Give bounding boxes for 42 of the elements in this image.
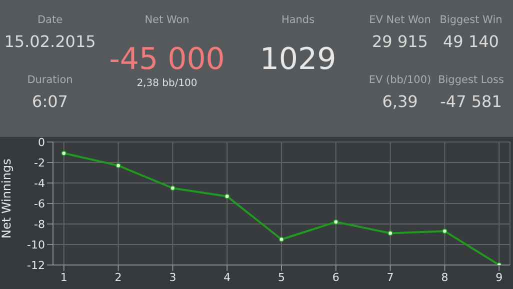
- category-label: 6:07: [31, 92, 69, 111]
- point: [61, 150, 67, 156]
- text: EV (bb/100): [368, 74, 432, 86]
- text: Net Won: [144, 14, 190, 26]
- x-tick-label: 7: [386, 270, 394, 284]
- y-tick-label: -10: [27, 238, 45, 252]
- text: Biggest Win: [440, 14, 502, 26]
- text: Duration: [26, 74, 74, 86]
- y-tick-label: 0: [38, 136, 45, 149]
- y-tick-label: -8: [34, 218, 45, 231]
- x-tick-label: 6: [332, 270, 340, 284]
- text: Hands: [280, 14, 316, 26]
- text: 2,38 bb/100: [136, 78, 198, 89]
- text: EV Net Won: [369, 14, 431, 26]
- point: [170, 185, 176, 191]
- point: [333, 219, 339, 225]
- category-label: -45 000: [108, 42, 226, 77]
- point: [278, 236, 284, 242]
- y-tick-label: -4: [34, 176, 45, 190]
- y-tick-label: -12: [27, 258, 45, 272]
- point: [442, 228, 448, 234]
- x-tick-label: 8: [441, 270, 448, 284]
- category-label: 1029: [258, 42, 338, 77]
- point: [116, 162, 121, 168]
- x-tick-label: 3: [169, 270, 176, 284]
- y-axis-title: Net Winnings: [0, 158, 14, 238]
- point: [224, 194, 230, 200]
- x-tick-label: 2: [114, 270, 122, 284]
- text: Biggest Loss: [438, 74, 504, 86]
- x-tick-label: 1: [60, 270, 68, 284]
- category-label: 29 915: [372, 32, 428, 51]
- category-label: -47 581: [440, 92, 502, 111]
- x-tick-label: 9: [496, 270, 503, 284]
- category-label: 49 140: [443, 32, 499, 51]
- category-label: 15.02.2015: [4, 32, 96, 51]
- y-tick-label: -2: [34, 156, 45, 170]
- point: [388, 230, 394, 236]
- x-tick-label: 4: [224, 270, 231, 284]
- y-tick-label: -6: [34, 197, 45, 210]
- text: Date: [36, 14, 64, 26]
- x-tick-label: 5: [278, 270, 285, 284]
- category-label: 6,39: [382, 92, 418, 111]
